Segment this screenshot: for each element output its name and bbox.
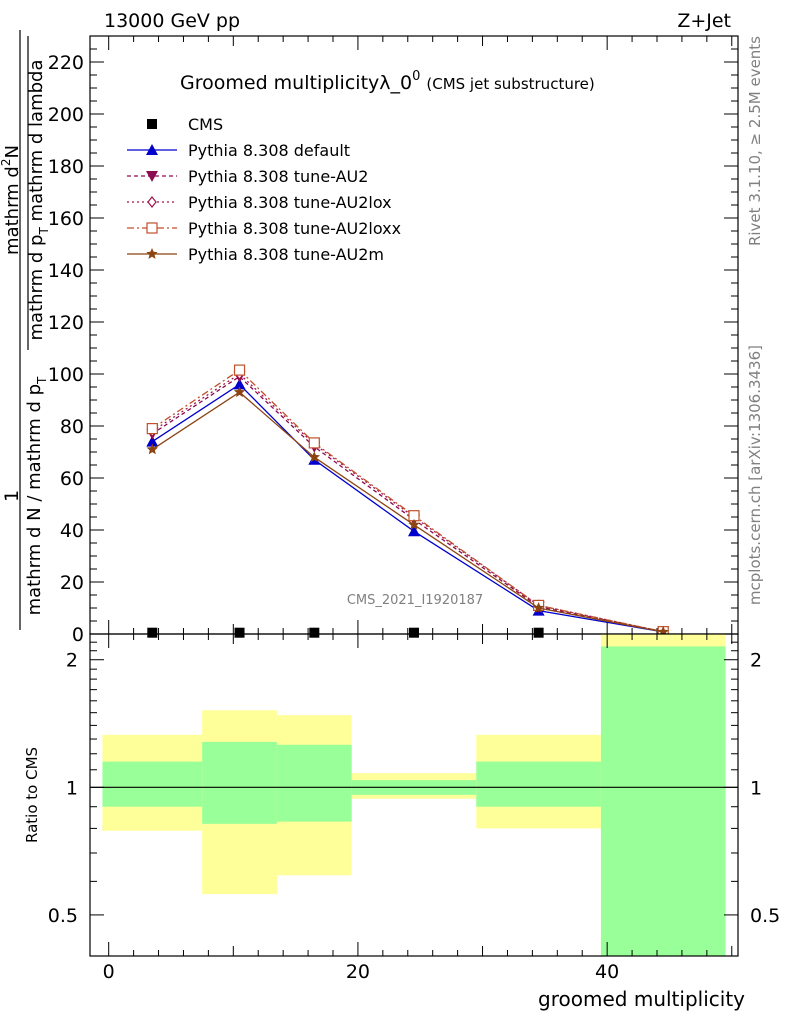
ratio-frame	[89, 633, 739, 957]
series-line-1	[151, 383, 664, 633]
y-label-numer-tail: N	[2, 145, 23, 158]
main-axis-ticks: 0 20 40 60 80 100 120 140 160 180 200 220	[48, 35, 738, 646]
data-point-0-4	[533, 627, 544, 638]
x-tick-label: 0	[103, 961, 115, 983]
legend-label-4: Pythia 8.308 tune-AU2loxx	[188, 219, 401, 238]
y-label-denom-sub: T	[37, 227, 51, 236]
y-tick-label: 80	[60, 416, 84, 438]
energy-label: 13000 GeV pp	[104, 10, 240, 32]
analysis-id-label: CMS_2021_I1920187	[347, 593, 483, 608]
stat-band-5	[600, 646, 726, 956]
y-tick-label: 200	[48, 104, 84, 126]
ratio-y-tick-label-left: 0.5	[48, 905, 78, 927]
y-tick-label: 180	[48, 156, 84, 178]
y-label-prefix-den-sub: T	[35, 376, 49, 385]
legend-item-2: Pythia 8.308 tune-AU2	[127, 167, 368, 186]
data-point-5-0	[146, 443, 158, 455]
y-label-prefix-den-a: mathrm d N / mathrm d p	[24, 384, 45, 615]
chart-title-small: (CMS jet substructure)	[426, 75, 594, 93]
y-label-denom: mathrm d pT mathrm d lambda	[26, 60, 51, 341]
ratio-y-tick-label-right: 0.5	[750, 905, 780, 927]
y-tick-label: 60	[60, 468, 84, 490]
y-label-prefix-den: mathrm d N / mathrm d pT	[24, 376, 49, 615]
stat-band-1	[202, 741, 277, 824]
y-tick-label: 20	[60, 572, 84, 594]
y-label-numer-sup: 2	[0, 159, 13, 167]
data-point-5-4	[532, 602, 545, 613]
series-5	[146, 386, 669, 637]
data-point-5-1	[233, 386, 246, 398]
data-point-0-3	[409, 627, 419, 638]
legend-label-1: Pythia 8.308 default	[188, 141, 350, 160]
ratio-y-label: Ratio to CMS	[23, 747, 41, 843]
legend-item-4: Pythia 8.308 tune-AU2loxx	[127, 219, 401, 238]
legend-label-5: Pythia 8.308 tune-AU2m	[188, 245, 384, 264]
series-line-4	[151, 369, 664, 633]
data-point-4-2	[308, 437, 320, 449]
data-point-0-0	[147, 627, 158, 638]
chart-title-main: Groomed multiplicityλ_0	[180, 72, 412, 94]
legend-item-3: Pythia 8.308 tune-AU2lox	[127, 193, 392, 212]
ratio-panel: 0.5 0.51 12 20 20 40 Ratio to CMS groomed mul…	[23, 633, 780, 1011]
legend-marker-2	[146, 171, 158, 182]
legend-item-5: Pythia 8.308 tune-AU2m	[127, 245, 384, 264]
rivet-label: Rivet 3.1.10, ≥ 2.5M events	[746, 36, 764, 246]
data-point-5-3	[408, 518, 420, 530]
legend-marker-5	[146, 248, 158, 259]
legend: CMS Pythia 8.308 default Pythia 8.308 tune…	[127, 115, 401, 264]
legend-marker-3	[147, 196, 157, 208]
data-point-5-2	[308, 451, 320, 463]
ratio-y-tick-label-right: 2	[750, 650, 762, 672]
legend-marker-4	[146, 222, 158, 234]
y-label-denom-a: mathrm d p	[26, 235, 47, 341]
x-axis-label: groomed multiplicity	[538, 987, 745, 1011]
ratio-y-tick-label-left: 2	[66, 650, 78, 672]
chart-title-sup: 0	[412, 69, 420, 84]
y-label-numer-main: mathrm d	[2, 166, 23, 255]
y-tick-label: 40	[60, 520, 84, 542]
ratio-y-tick-label-left: 1	[66, 777, 78, 799]
series-line-3	[151, 373, 664, 633]
series-line-5	[151, 391, 664, 633]
process-label: Z+Jet	[677, 10, 731, 32]
y-label-denom-b: mathrm d lambda	[26, 60, 47, 228]
legend-item-1: Pythia 8.308 default	[127, 141, 350, 160]
main-series	[146, 364, 670, 639]
y-tick-label: 140	[48, 260, 84, 282]
data-point-1-1	[233, 378, 246, 390]
y-label-numer: mathrm d2N	[0, 145, 23, 255]
legend-label-0: CMS	[188, 115, 223, 134]
ratio-y-tick-label-right: 1	[750, 777, 762, 799]
legend-item-0: CMS	[147, 115, 223, 134]
x-tick-label: 40	[595, 961, 619, 983]
x-tick-label: 20	[346, 961, 370, 983]
data-point-1-0	[146, 435, 159, 447]
series-line-2	[151, 375, 664, 633]
mcplots-label: mcplots.cern.ch [arXiv:1306.3436]	[746, 345, 764, 605]
legend-label-3: Pythia 8.308 tune-AU2lox	[188, 193, 392, 212]
y-label-prefix-num: 1	[1, 490, 23, 502]
ratio-bands	[90, 634, 738, 956]
data-point-4-0	[146, 423, 158, 435]
legend-marker-1	[146, 144, 158, 155]
data-point-0-2	[309, 627, 320, 638]
data-point-4-1	[233, 364, 246, 376]
ratio-axis-ticks: 0.5 0.51 12 20 20 40	[48, 634, 780, 983]
y-tick-label: 120	[48, 312, 84, 334]
y-tick-label: 100	[48, 364, 84, 386]
y-tick-label: 160	[48, 208, 84, 230]
legend-label-2: Pythia 8.308 tune-AU2	[188, 167, 368, 186]
y-tick-label: 220	[48, 52, 84, 74]
y-axis-label: 1 mathrm d N / mathrm d pT mathrm d2N ma…	[0, 30, 51, 630]
legend-marker-0	[147, 119, 157, 129]
main-panel: Groomed multiplicityλ_00 (CMS jet substru…	[0, 30, 739, 646]
stat-band-2	[276, 744, 352, 822]
stat-band-0	[102, 761, 203, 807]
stat-band-4	[476, 761, 601, 807]
y-tick-label: 0	[72, 624, 84, 646]
data-point-0-1	[234, 627, 245, 638]
data-point-1-3	[408, 525, 420, 537]
chart-title: Groomed multiplicityλ_00 (CMS jet substru…	[180, 69, 595, 94]
